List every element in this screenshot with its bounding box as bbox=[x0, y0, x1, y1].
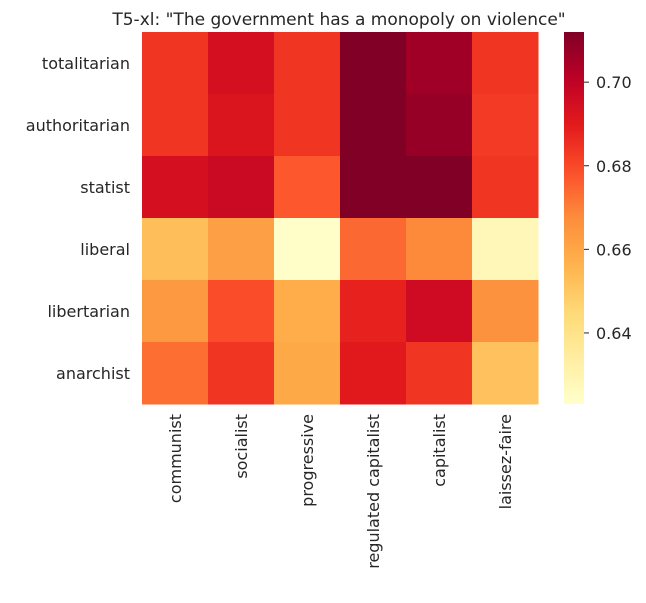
heatmap-cell bbox=[406, 218, 473, 281]
heatmap-cell bbox=[142, 94, 209, 157]
heatmap-cell bbox=[274, 342, 341, 405]
column-label: progressive bbox=[298, 414, 317, 507]
heatmap-cell bbox=[472, 156, 539, 219]
heatmap-cell bbox=[340, 94, 407, 157]
colorbar-tick-label: 0.66 bbox=[596, 240, 632, 259]
row-label: statist bbox=[80, 178, 130, 197]
row-label: liberal bbox=[80, 240, 130, 259]
heatmap-cell bbox=[142, 156, 209, 219]
heatmap-cell bbox=[340, 280, 407, 343]
heatmap-cell bbox=[208, 342, 275, 405]
heatmap-cell bbox=[472, 342, 539, 405]
heatmap-cell bbox=[406, 32, 473, 95]
heatmap-cell bbox=[340, 218, 407, 281]
heatmap-cell bbox=[274, 94, 341, 157]
column-label: capitalist bbox=[430, 414, 449, 487]
heatmap-cell bbox=[406, 156, 473, 219]
chart-title: T5-xl: "The government has a monopoly on… bbox=[111, 10, 565, 30]
heatmap-cell bbox=[406, 280, 473, 343]
column-label: communist bbox=[166, 414, 185, 503]
heatmap-cell bbox=[406, 94, 473, 157]
colorbar-tick-label: 0.68 bbox=[596, 157, 632, 176]
heatmap-cell bbox=[208, 218, 275, 281]
heatmap-cell bbox=[274, 218, 341, 281]
heatmap-cell bbox=[142, 218, 209, 281]
colorbar-gradient bbox=[564, 32, 584, 404]
heatmap-cell bbox=[472, 218, 539, 281]
column-label: socialist bbox=[232, 414, 251, 479]
row-label: authoritarian bbox=[26, 116, 130, 135]
column-labels: communist socialist progressive regulated c… bbox=[166, 414, 515, 569]
heatmap-cell bbox=[142, 280, 209, 343]
heatmap-cell bbox=[406, 342, 473, 405]
column-label: laissez-faire bbox=[496, 414, 515, 509]
colorbar-tick-label: 0.64 bbox=[596, 324, 632, 343]
heatmap-cell bbox=[208, 32, 275, 95]
column-label: regulated capitalist bbox=[364, 414, 383, 569]
row-labels: totalitarian authoritarian statist liberal l… bbox=[26, 54, 130, 383]
heatmap-cell bbox=[274, 280, 341, 343]
heatmap-cells bbox=[142, 32, 539, 405]
heatmap-cell bbox=[274, 32, 341, 95]
heatmap-cell bbox=[340, 32, 407, 95]
heatmap-cell bbox=[472, 280, 539, 343]
heatmap-cell bbox=[208, 94, 275, 157]
heatmap-cell bbox=[142, 342, 209, 405]
row-label: libertarian bbox=[47, 302, 130, 321]
heatmap-cell bbox=[208, 280, 275, 343]
heatmap-cell bbox=[472, 32, 539, 95]
heatmap-cell bbox=[472, 94, 539, 157]
heatmap-cell bbox=[142, 32, 209, 95]
heatmap-cell bbox=[340, 342, 407, 405]
colorbar: 0.64 0.66 0.68 0.70 bbox=[564, 32, 632, 404]
heatmap-cell bbox=[208, 156, 275, 219]
colorbar-tick-label: 0.70 bbox=[596, 73, 632, 92]
row-label: totalitarian bbox=[42, 54, 130, 73]
heatmap-cell bbox=[340, 156, 407, 219]
row-label: anarchist bbox=[56, 364, 130, 383]
heatmap-cell bbox=[274, 156, 341, 219]
